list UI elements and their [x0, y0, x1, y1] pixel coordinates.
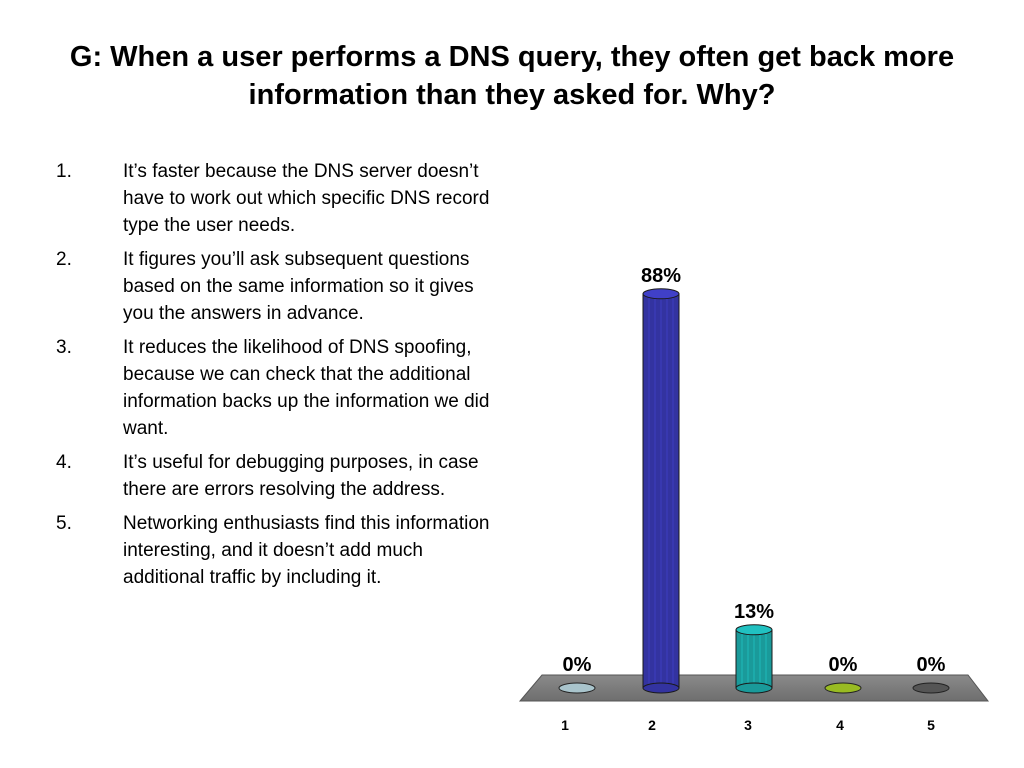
- response-bar-chart: 0% 1 88% 2 13% 3 0% 4 0% 5: [518, 265, 990, 733]
- answer-item-3: 3. It reduces the likelihood of DNS spoo…: [56, 334, 506, 442]
- answer-text: It’s useful for debugging purposes, in c…: [123, 452, 479, 500]
- answer-number: 5.: [56, 513, 72, 534]
- bar-2: [642, 288, 680, 694]
- data-label-5: 0%: [917, 654, 946, 676]
- x-tick-1: 1: [561, 717, 569, 733]
- x-tick-3: 3: [744, 717, 752, 733]
- answer-list: 1. It’s faster because the DNS server do…: [56, 158, 506, 598]
- answer-text: It reduces the likelihood of DNS spoofin…: [123, 337, 490, 439]
- slide-title: G: When a user performs a DNS query, the…: [69, 41, 955, 111]
- answer-number: 3.: [56, 337, 72, 358]
- bar-top: [735, 624, 773, 636]
- x-tick-5: 5: [927, 717, 935, 733]
- answer-item-2: 2. It figures you’ll ask subsequent ques…: [56, 246, 506, 327]
- bar-3: [735, 624, 773, 694]
- data-label-4: 0%: [829, 654, 858, 676]
- x-tick-4: 4: [836, 717, 844, 733]
- answer-number: 1.: [56, 161, 72, 182]
- bar-base: [642, 682, 680, 694]
- bar-top: [642, 288, 680, 300]
- answer-number: 2.: [56, 249, 72, 270]
- answer-item-4: 4. It’s useful for debugging purposes, i…: [56, 449, 506, 503]
- data-label-2: 88%: [641, 265, 681, 287]
- data-label-3: 13%: [734, 601, 774, 623]
- answer-item-5: 5. Networking enthusiasts find this info…: [56, 510, 506, 591]
- data-label-1: 0%: [563, 654, 592, 676]
- bar-base: [735, 682, 773, 694]
- answer-text: It’s faster because the DNS server doesn…: [123, 161, 490, 236]
- answer-item-1: 1. It’s faster because the DNS server do…: [56, 158, 506, 239]
- answer-text: Networking enthusiasts find this informa…: [123, 513, 490, 588]
- bar-4-zero: [824, 682, 862, 694]
- x-tick-2: 2: [648, 717, 656, 733]
- bar-1-zero: [558, 682, 596, 694]
- bar-5-zero: [912, 682, 950, 694]
- answer-text: It figures you’ll ask subsequent questio…: [123, 249, 474, 324]
- answer-number: 4.: [56, 452, 72, 473]
